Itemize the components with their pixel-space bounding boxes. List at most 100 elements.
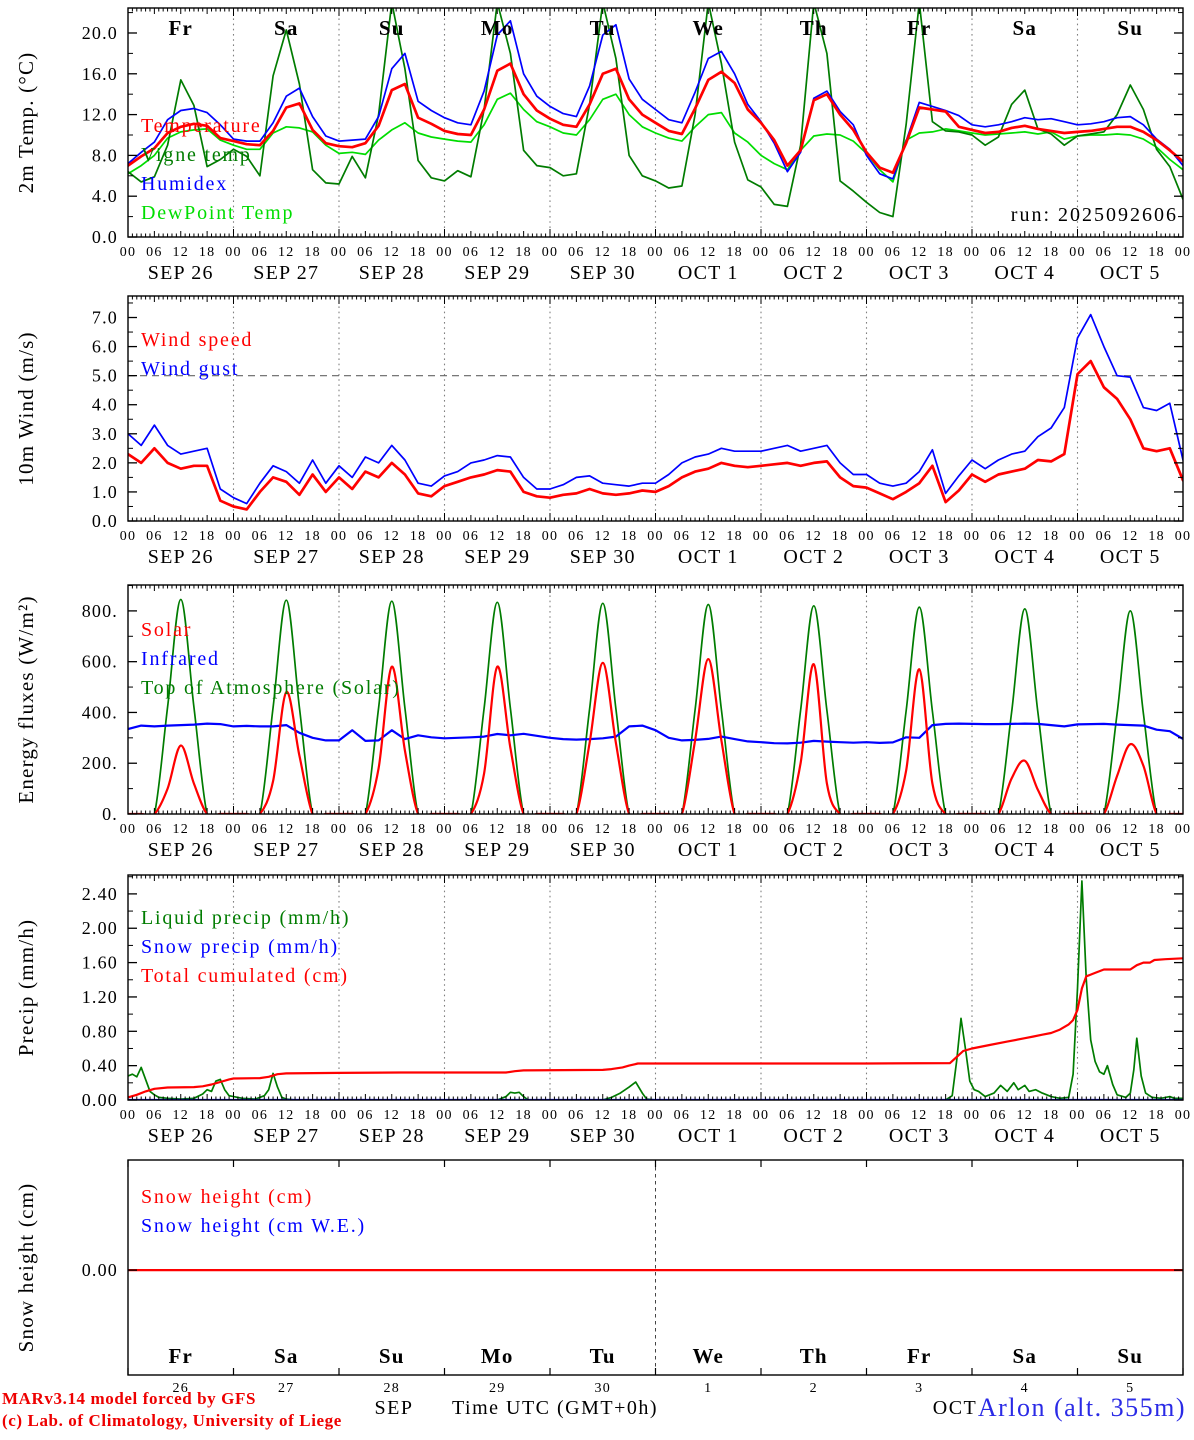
svg-text:Mo: Mo — [481, 1344, 514, 1368]
svg-text:06: 06 — [568, 245, 584, 260]
svg-text:18: 18 — [832, 1108, 848, 1123]
svg-text:1: 1 — [704, 1381, 712, 1396]
svg-text:26: 26 — [173, 1381, 189, 1396]
svg-text:SEP 26: SEP 26 — [148, 839, 214, 861]
svg-text:0.: 0. — [102, 804, 118, 824]
svg-text:5.0: 5.0 — [92, 366, 118, 386]
svg-text:12: 12 — [489, 245, 505, 260]
svg-text:00: 00 — [331, 245, 347, 260]
svg-text:00: 00 — [647, 1108, 663, 1123]
legend-item-wind-gust: Wind gust — [141, 358, 240, 380]
svg-text:Su: Su — [1117, 1344, 1143, 1368]
svg-text:SEP 27: SEP 27 — [253, 1125, 319, 1147]
svg-text:1.60: 1.60 — [82, 953, 118, 973]
svg-text:18: 18 — [726, 529, 742, 544]
svg-text:12: 12 — [1122, 822, 1138, 837]
svg-text:SEP 26: SEP 26 — [148, 262, 214, 284]
svg-text:OCT 1: OCT 1 — [678, 262, 739, 284]
svg-text:00: 00 — [858, 1108, 874, 1123]
svg-text:Su: Su — [379, 16, 405, 40]
svg-text:12: 12 — [278, 822, 294, 837]
svg-text:06: 06 — [463, 1108, 479, 1123]
svg-text:OCT 4: OCT 4 — [994, 262, 1055, 284]
legend-item-vigne-temp: Vigne temp — [141, 144, 252, 166]
svg-text:06: 06 — [779, 1108, 795, 1123]
svg-text:12: 12 — [595, 1108, 611, 1123]
svg-text:2.40: 2.40 — [82, 884, 118, 904]
svg-text:00: 00 — [436, 822, 452, 837]
svg-text:06: 06 — [146, 822, 162, 837]
svg-text:0.00: 0.00 — [82, 1090, 118, 1110]
svg-text:Sa: Sa — [1012, 1344, 1037, 1368]
svg-text:06: 06 — [779, 529, 795, 544]
svg-text:06: 06 — [463, 822, 479, 837]
legend-item-solar: Solar — [141, 619, 193, 641]
svg-text:12: 12 — [489, 822, 505, 837]
svg-text:OCT 4: OCT 4 — [994, 839, 1055, 861]
svg-text:0.00: 0.00 — [82, 1260, 118, 1280]
station-label: Arlon (alt. 355m) — [977, 1393, 1186, 1422]
svg-text:OCT 5: OCT 5 — [1100, 262, 1161, 284]
svg-text:400.: 400. — [82, 702, 118, 722]
svg-text:18: 18 — [621, 822, 637, 837]
svg-text:00: 00 — [436, 529, 452, 544]
svg-text:06: 06 — [1096, 1108, 1112, 1123]
svg-text:18: 18 — [515, 529, 531, 544]
svg-text:SEP 26: SEP 26 — [148, 1125, 214, 1147]
svg-text:18: 18 — [1148, 822, 1164, 837]
svg-text:12: 12 — [1017, 1108, 1033, 1123]
svg-text:00: 00 — [225, 529, 241, 544]
svg-text:00: 00 — [120, 529, 136, 544]
svg-text:12: 12 — [806, 1108, 822, 1123]
svg-text:06: 06 — [674, 245, 690, 260]
lab-credit: (c) Lab. of Climatology, University of L… — [2, 1411, 342, 1430]
svg-text:18: 18 — [304, 245, 320, 260]
month-label-oct: OCT — [932, 1397, 978, 1419]
svg-text:SEP 29: SEP 29 — [464, 546, 530, 568]
svg-text:OCT 1: OCT 1 — [678, 1125, 739, 1147]
svg-text:Sa: Sa — [274, 1344, 299, 1368]
svg-text:06: 06 — [885, 822, 901, 837]
svg-text:06: 06 — [1096, 245, 1112, 260]
svg-text:18: 18 — [1043, 822, 1059, 837]
svg-text:06: 06 — [146, 529, 162, 544]
svg-text:06: 06 — [779, 245, 795, 260]
svg-text:06: 06 — [357, 529, 373, 544]
svg-text:4.0: 4.0 — [92, 395, 118, 415]
svg-text:18: 18 — [304, 529, 320, 544]
svg-text:800.: 800. — [82, 601, 118, 621]
svg-text:200.: 200. — [82, 753, 118, 773]
svg-text:Mo: Mo — [481, 16, 514, 40]
svg-text:12: 12 — [911, 529, 927, 544]
svg-text:OCT 2: OCT 2 — [783, 839, 844, 861]
svg-text:06: 06 — [779, 822, 795, 837]
svg-text:00: 00 — [1069, 822, 1085, 837]
svg-text:2.00: 2.00 — [82, 918, 118, 938]
svg-text:SEP 27: SEP 27 — [253, 546, 319, 568]
svg-text:SEP 29: SEP 29 — [464, 1125, 530, 1147]
svg-text:00: 00 — [647, 822, 663, 837]
svg-text:00: 00 — [753, 822, 769, 837]
legend-item-humidex: Humidex — [141, 173, 229, 195]
svg-text:6.0: 6.0 — [92, 337, 118, 357]
svg-text:18: 18 — [515, 245, 531, 260]
svg-text:00: 00 — [436, 245, 452, 260]
precip-panel-legend: Liquid precip (mm/h) Snow precip (mm/h) … — [141, 904, 350, 991]
time-axis-label: Time UTC (GMT+0h) — [452, 1397, 659, 1419]
svg-text:18: 18 — [621, 529, 637, 544]
svg-text:12: 12 — [1017, 822, 1033, 837]
svg-text:OCT 5: OCT 5 — [1100, 1125, 1161, 1147]
svg-text:00: 00 — [225, 1108, 241, 1123]
legend-item-dewpoint-temp: DewPoint Temp — [141, 202, 295, 224]
svg-text:12: 12 — [173, 1108, 189, 1123]
svg-text:00: 00 — [120, 1108, 136, 1123]
svg-text:OCT 3: OCT 3 — [889, 839, 950, 861]
svg-text:27: 27 — [278, 1381, 294, 1396]
svg-text:SEP 26: SEP 26 — [148, 546, 214, 568]
svg-text:0.0: 0.0 — [92, 511, 118, 531]
svg-text:18: 18 — [199, 1108, 215, 1123]
svg-text:12: 12 — [806, 245, 822, 260]
svg-text:SEP 28: SEP 28 — [359, 1125, 425, 1147]
svg-text:00: 00 — [753, 529, 769, 544]
svg-text:06: 06 — [357, 245, 373, 260]
